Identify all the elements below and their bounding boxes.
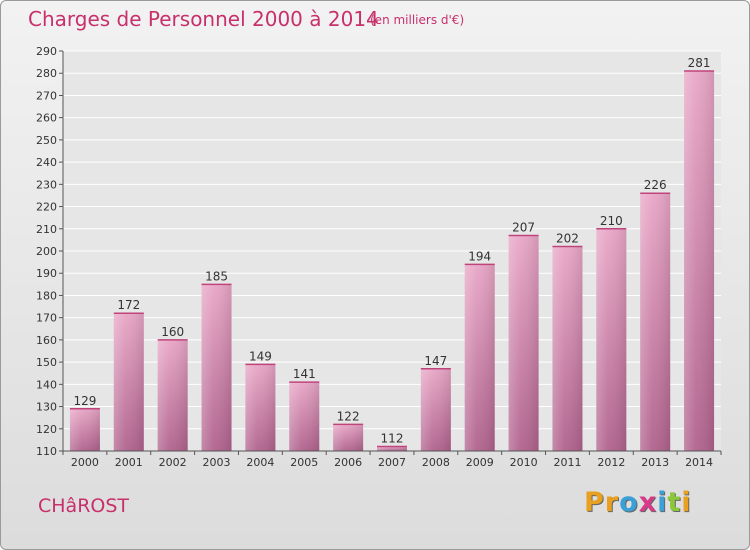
bar-shine xyxy=(596,228,627,451)
y-tick-label: 130 xyxy=(36,401,57,414)
bar-shine xyxy=(420,368,451,451)
bar-value-label: 147 xyxy=(424,354,447,368)
y-axis: 110 120 130 140 150 160 170 180 190 200 210 220 230 2… xyxy=(36,45,64,458)
bar-value-label: 210 xyxy=(600,214,623,228)
bar-value-label: 129 xyxy=(73,394,96,408)
commune-name: CHâROST xyxy=(38,495,130,517)
logo-letter: i xyxy=(681,487,692,518)
bar-shine xyxy=(69,408,100,451)
bar-shine xyxy=(289,382,320,451)
y-tick-label: 110 xyxy=(36,445,57,458)
y-tick-label: 240 xyxy=(36,156,57,169)
chart-title: Charges de Personnel 2000 à 2014 xyxy=(28,7,379,31)
logo-letter: x xyxy=(638,487,658,518)
bar-value-label: 281 xyxy=(688,56,711,70)
x-tick-label: 2009 xyxy=(466,456,494,469)
proxiti-logo: Proxiti xyxy=(584,487,692,518)
y-tick-label: 290 xyxy=(36,45,57,58)
y-tick-label: 210 xyxy=(36,223,57,236)
bar-value-label: 194 xyxy=(468,249,491,263)
bar-value-label: 226 xyxy=(644,178,667,192)
bar-value-label: 122 xyxy=(337,409,360,423)
y-tick-label: 140 xyxy=(36,378,57,391)
bar-shine xyxy=(552,246,583,451)
bar-value-label: 202 xyxy=(556,232,579,246)
bars: 129 172 160 185 149 141 122 112 147 194 207 202 210 2… xyxy=(69,56,715,451)
x-tick-label: 2005 xyxy=(290,456,318,469)
bar-shine xyxy=(464,264,495,451)
y-tick-label: 180 xyxy=(36,289,57,302)
x-tick-label: 2003 xyxy=(203,456,231,469)
bar-value-label: 207 xyxy=(512,220,535,234)
logo-letter: r xyxy=(604,487,620,518)
x-tick-label: 2004 xyxy=(246,456,274,469)
bar-shine xyxy=(640,193,671,451)
bar-shine xyxy=(508,235,539,451)
bar-value-label: 112 xyxy=(381,432,404,446)
y-tick-label: 200 xyxy=(36,245,57,258)
bar-value-label: 172 xyxy=(117,298,140,312)
y-tick-label: 150 xyxy=(36,356,57,369)
x-tick-label: 2011 xyxy=(553,456,581,469)
logo-letter: i xyxy=(657,487,668,518)
x-tick-label: 2006 xyxy=(334,456,362,469)
y-tick-label: 230 xyxy=(36,178,57,191)
y-tick-label: 120 xyxy=(36,423,57,436)
logo-letter: P xyxy=(584,487,605,518)
x-tick-label: 2007 xyxy=(378,456,406,469)
x-tick-label: 2000 xyxy=(71,456,99,469)
bar-shine xyxy=(377,446,407,451)
bar-value-label: 149 xyxy=(249,349,272,363)
x-tick-label: 2010 xyxy=(510,456,538,469)
bar-shine xyxy=(113,313,144,451)
y-tick-label: 280 xyxy=(36,67,57,80)
y-tick-label: 190 xyxy=(36,267,57,280)
y-tick-label: 250 xyxy=(36,134,57,147)
logo-letter: o xyxy=(619,487,639,518)
bar-shine xyxy=(684,71,715,451)
y-tick-label: 220 xyxy=(36,201,57,214)
y-tick-label: 260 xyxy=(36,112,57,125)
y-tick-label: 270 xyxy=(36,89,57,102)
x-tick-label: 2013 xyxy=(641,456,669,469)
y-tick-label: 170 xyxy=(36,312,57,325)
bar-value-label: 185 xyxy=(205,269,228,283)
x-tick-label: 2014 xyxy=(685,456,713,469)
chart-unit: (en milliers d'€) xyxy=(370,13,465,27)
x-tick-label: 2008 xyxy=(422,456,450,469)
x-tick-label: 2001 xyxy=(115,456,143,469)
logo-letter: t xyxy=(667,487,682,518)
bar-shine xyxy=(245,364,276,451)
bar-value-label: 160 xyxy=(161,325,184,339)
x-tick-label: 2002 xyxy=(159,456,187,469)
bar-shine xyxy=(333,424,364,451)
bar-value-label: 141 xyxy=(293,367,316,381)
bar-shine xyxy=(157,339,188,451)
x-axis: 2000 2001 2002 2003 2004 2005 2006 2007 2008 2009… xyxy=(62,450,722,469)
x-tick-label: 2012 xyxy=(597,456,625,469)
bar-shine xyxy=(201,284,232,451)
y-tick-label: 160 xyxy=(36,334,57,347)
